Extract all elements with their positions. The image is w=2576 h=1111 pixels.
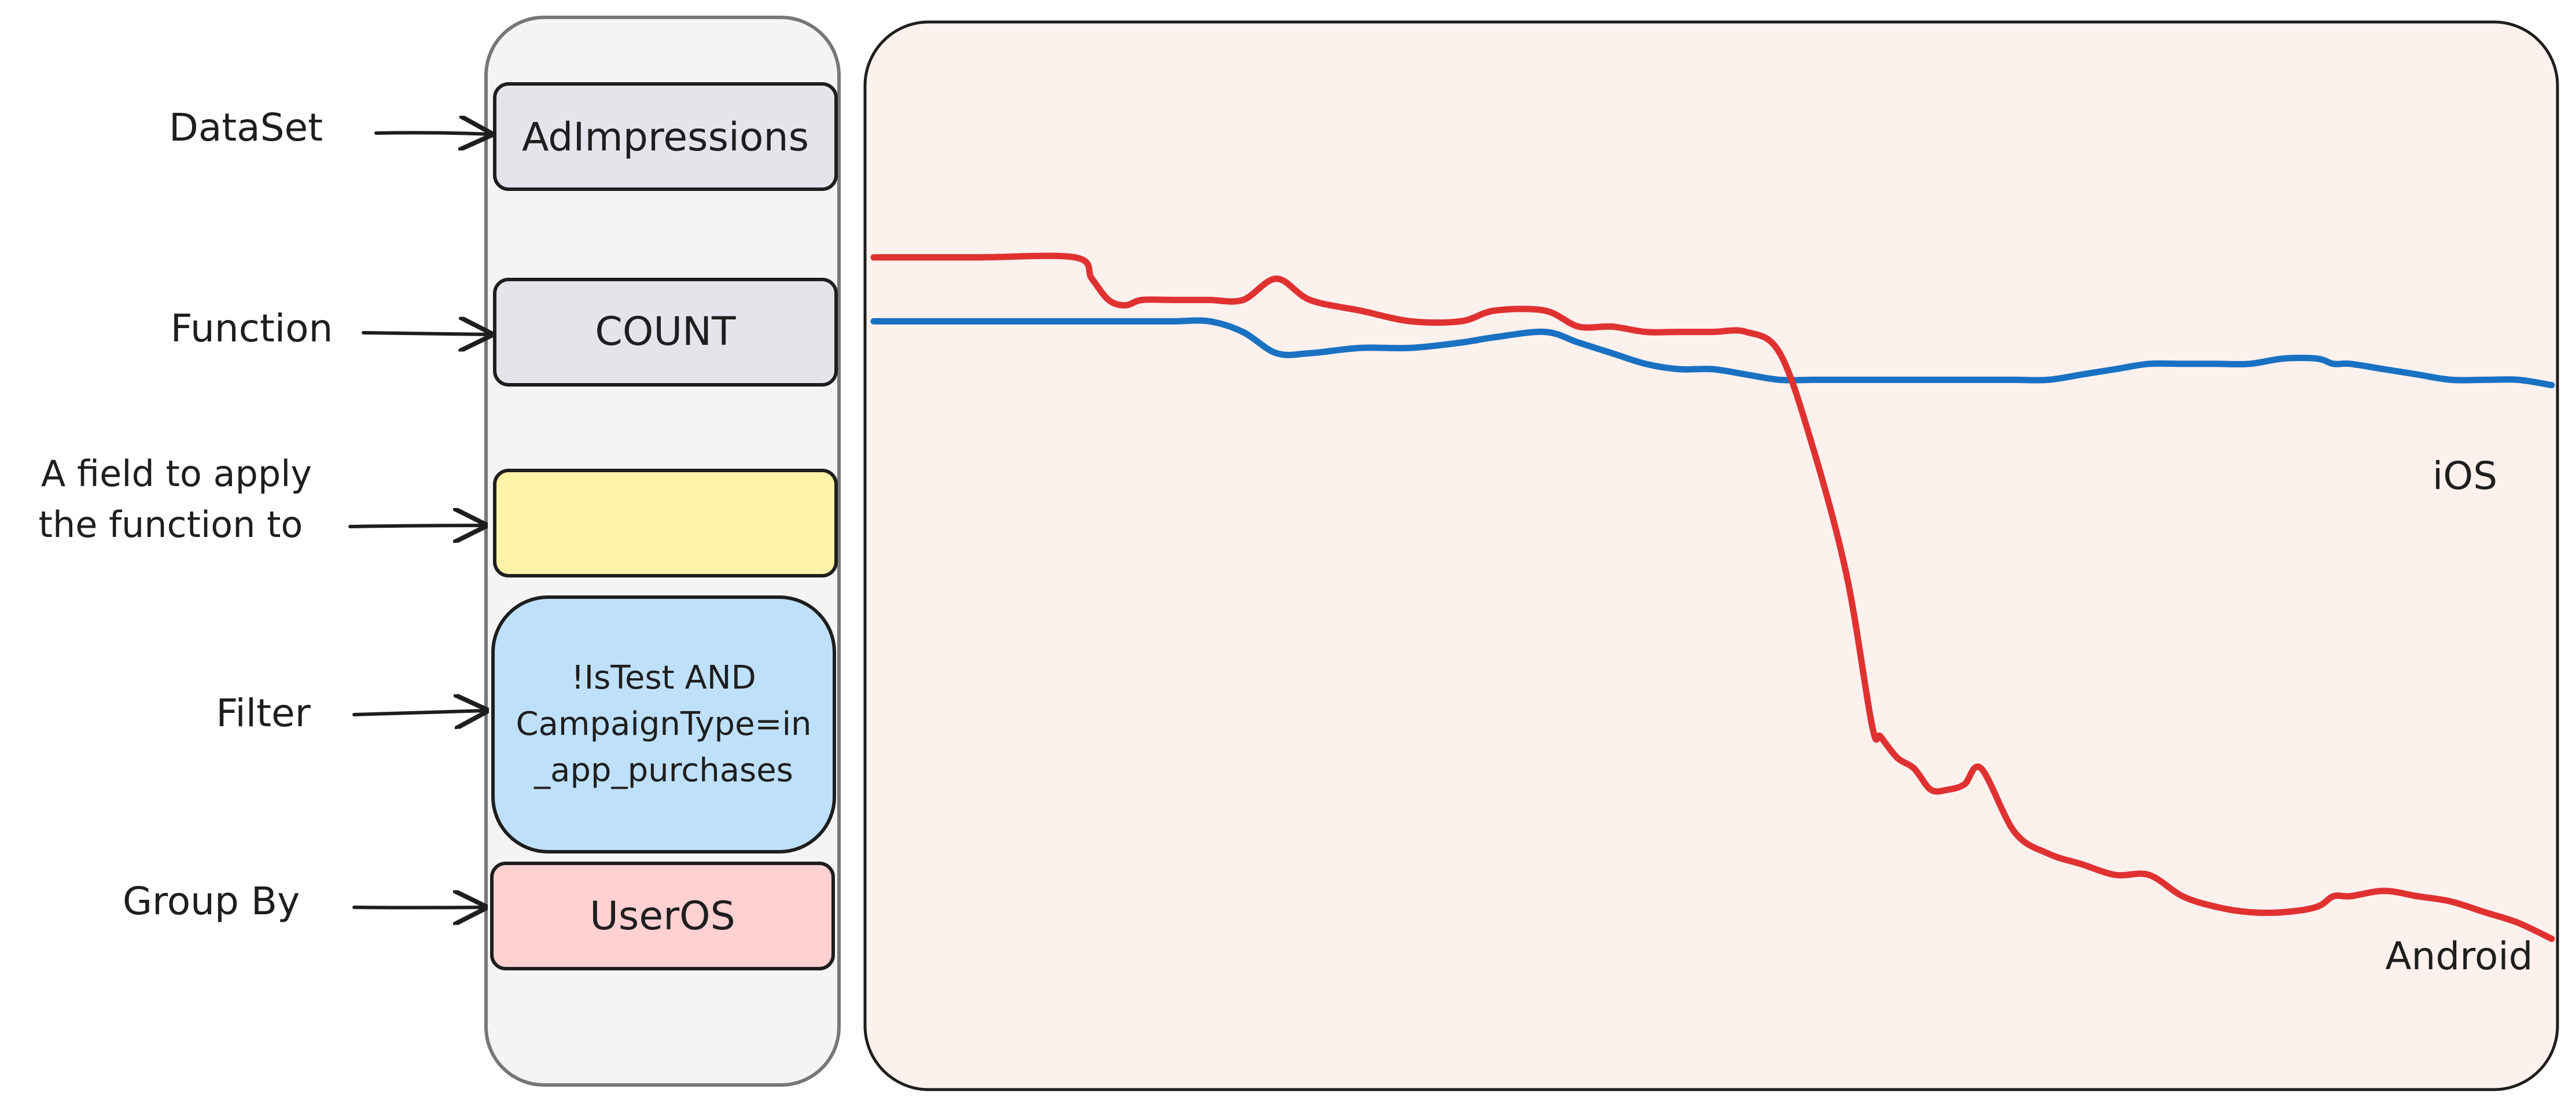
- group-by-label: Group By: [123, 879, 300, 924]
- annotations: DataSet Function A field to apply the fu…: [39, 105, 333, 924]
- function-box[interactable]: [493, 278, 838, 387]
- function-arrow: [362, 333, 491, 334]
- filter-value-line-2: CampaignType=in: [516, 705, 811, 743]
- arrows: [348, 133, 491, 908]
- field-label-line-1: A field to apply: [41, 453, 312, 495]
- series-line-ios: [870, 317, 2555, 389]
- group-by-value: UserOS: [590, 893, 735, 939]
- filter-box[interactable]: [491, 595, 836, 854]
- series-line-android: [870, 252, 2555, 942]
- field-arrow: [348, 525, 485, 527]
- group-by-box[interactable]: [490, 862, 835, 970]
- series-label-android: Android: [2385, 934, 2533, 978]
- filter-value-line-3: _app_purchases: [533, 752, 793, 789]
- group-by-arrow: [352, 907, 485, 908]
- dataset-box[interactable]: [493, 82, 838, 191]
- chart-panel: [863, 20, 2559, 1091]
- chart-lines: [870, 252, 2555, 942]
- field-label-line-2: the function to: [39, 503, 303, 546]
- dataset-arrow: [374, 133, 491, 134]
- chart-frame: [863, 20, 2559, 1091]
- series-labels: iOS Android: [2385, 454, 2533, 978]
- query-boxes: AdImpressions COUNT !IsTest AND Campaign…: [490, 82, 838, 970]
- function-value: COUNT: [595, 309, 736, 355]
- filter-label: Filter: [216, 691, 311, 735]
- filter-arrow: [352, 711, 486, 715]
- dataset-label: DataSet: [169, 105, 323, 150]
- function-label: Function: [171, 306, 333, 351]
- filter-value-line-1: !IsTest AND: [571, 659, 756, 697]
- series-label-ios: iOS: [2433, 454, 2497, 498]
- dataset-value: AdImpressions: [522, 115, 809, 160]
- field-box[interactable]: [493, 469, 838, 577]
